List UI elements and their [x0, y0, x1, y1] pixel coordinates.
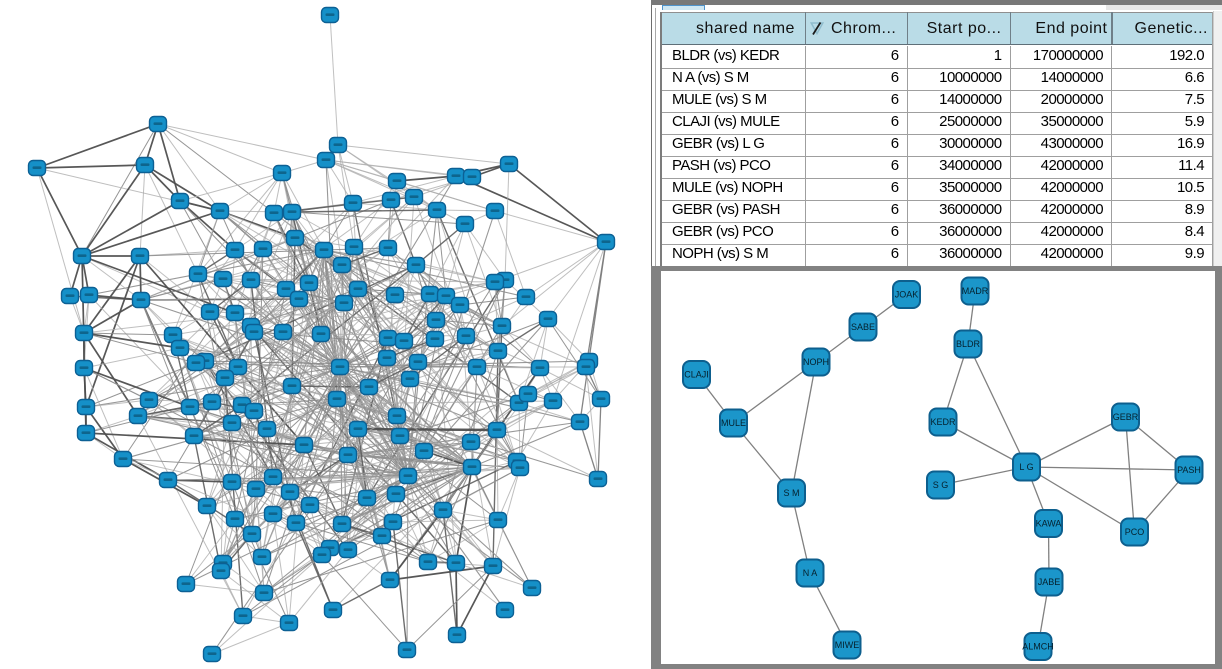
svg-text:PCO: PCO	[1125, 527, 1145, 537]
svg-text:L G: L G	[1019, 462, 1033, 472]
svg-text:N A: N A	[803, 568, 818, 578]
svg-text:KEDR: KEDR	[930, 417, 956, 427]
svg-text:MADR: MADR	[962, 286, 989, 296]
svg-text:CLAJI: CLAJI	[684, 370, 709, 380]
svg-text:PASH: PASH	[1177, 465, 1201, 475]
svg-text:NOPH: NOPH	[803, 357, 829, 367]
svg-text:S M: S M	[783, 488, 799, 498]
svg-text:S G: S G	[933, 480, 949, 490]
svg-text:MULE: MULE	[721, 418, 746, 428]
svg-text:JOAK: JOAK	[895, 290, 919, 300]
svg-text:MIWE: MIWE	[835, 640, 860, 650]
svg-text:BLDR: BLDR	[956, 339, 981, 349]
svg-text:KAWA: KAWA	[1036, 519, 1062, 529]
svg-text:ALMCH: ALMCH	[1022, 642, 1054, 652]
svg-text:GEBR: GEBR	[1113, 412, 1139, 422]
svg-text:SABE: SABE	[851, 322, 875, 332]
svg-text:JABE: JABE	[1038, 577, 1061, 587]
